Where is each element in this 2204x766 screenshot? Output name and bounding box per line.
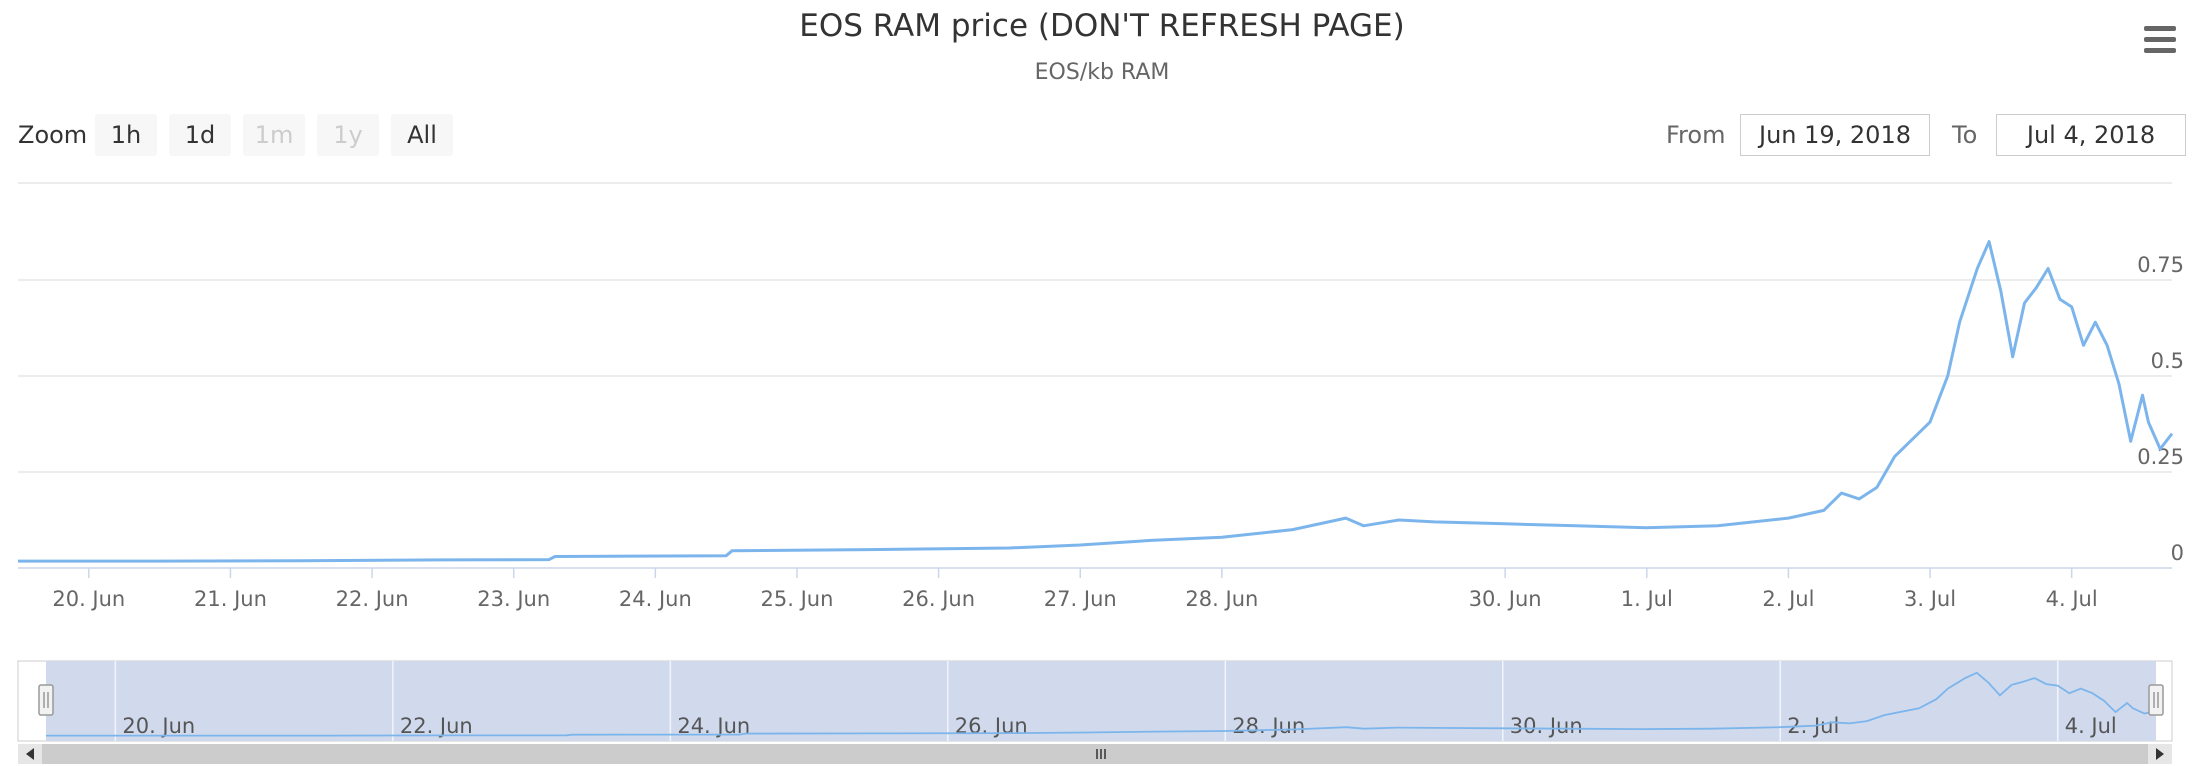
to-date-input[interactable]: Jul 4, 2018	[1996, 114, 2186, 156]
zoom-1h-button[interactable]: 1h	[95, 114, 157, 156]
navigator-right-handle[interactable]	[2148, 684, 2164, 716]
y-tick-label: 0.75	[2137, 253, 2184, 277]
x-tick-label: 2. Jul	[1762, 587, 1814, 611]
x-tick-label: 28. Jun	[1185, 587, 1258, 611]
x-tick-label: 30. Jun	[1469, 587, 1542, 611]
y-tick-label: 0	[2171, 541, 2184, 565]
x-tick-label: 22. Jun	[336, 587, 409, 611]
x-tick-label: 21. Jun	[194, 587, 267, 611]
zoom-label: Zoom	[18, 121, 88, 149]
chart-subtitle: EOS/kb RAM	[1034, 60, 1170, 85]
navigator-tick-label: 4. Jul	[2065, 714, 2117, 738]
scrollbar-thumb[interactable]	[42, 744, 2148, 764]
from-date-input[interactable]: Jun 19, 2018	[1740, 114, 1930, 156]
x-tick-label: 25. Jun	[761, 587, 834, 611]
triangle-right-icon	[2156, 748, 2164, 760]
from-label: From	[1666, 121, 1726, 149]
navigator-series-line	[46, 671, 2157, 737]
x-tick-label: 4. Jul	[2046, 587, 2098, 611]
navigator-tick-label: 20. Jun	[122, 714, 195, 738]
navigator-tick-label: 22. Jun	[400, 714, 473, 738]
price-series-line	[18, 240, 2174, 563]
x-tick-label: 23. Jun	[477, 587, 550, 611]
y-tick-label: 0.5	[2151, 349, 2184, 373]
navigator-selection[interactable]	[46, 661, 2156, 741]
triangle-left-icon	[26, 748, 34, 760]
zoom-all-button[interactable]: All	[391, 114, 453, 156]
zoom-1d-button[interactable]: 1d	[169, 114, 231, 156]
zoom-1y-button: 1y	[317, 114, 379, 156]
to-label: To	[1952, 121, 1978, 149]
hamburger-menu-icon[interactable]	[2140, 20, 2180, 60]
zoom-1m-button: 1m	[243, 114, 305, 156]
x-tick-label: 3. Jul	[1904, 587, 1956, 611]
navigator-tick-label: 30. Jun	[1510, 714, 1583, 738]
navigator-left-handle[interactable]	[38, 684, 54, 716]
x-tick-label: 26. Jun	[902, 587, 975, 611]
navigator-tick-label: 28. Jun	[1232, 714, 1305, 738]
x-tick-label: 24. Jun	[619, 587, 692, 611]
navigator-tick-label: 26. Jun	[955, 714, 1028, 738]
x-tick-label: 27. Jun	[1044, 587, 1117, 611]
x-tick-label: 20. Jun	[52, 587, 125, 611]
x-tick-label: 1. Jul	[1621, 587, 1673, 611]
chart-title: EOS RAM price (DON'T REFRESH PAGE)	[799, 8, 1405, 44]
